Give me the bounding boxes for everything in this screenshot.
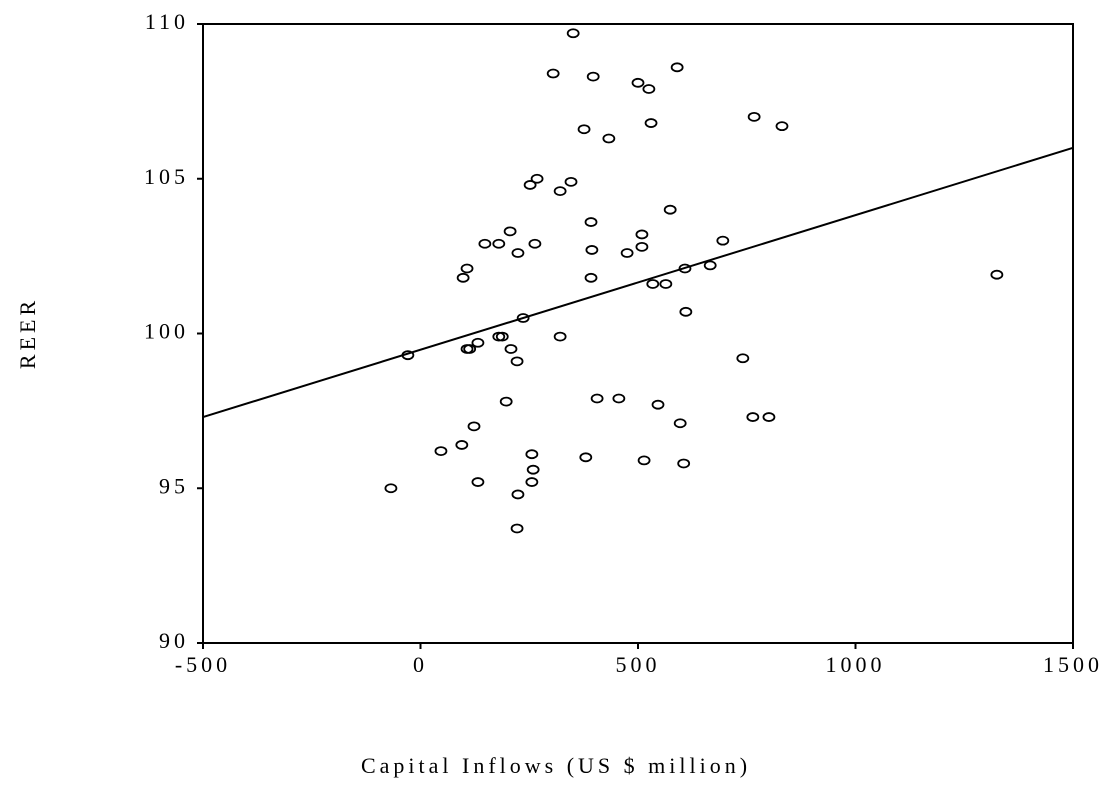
y-axis-title: REER [15,297,40,369]
point [526,464,540,475]
point [525,449,539,460]
point [528,238,542,249]
point [585,245,599,255]
point [577,124,591,135]
point [523,180,537,190]
point [612,393,626,404]
y-tick-label: 90 [159,628,189,653]
x-tick-label: -500 [175,652,231,677]
point [478,238,492,249]
point [456,272,470,283]
point [635,229,649,240]
point [703,260,717,271]
point [564,176,578,187]
point [579,452,593,463]
point [525,477,539,487]
point [463,344,477,354]
point [584,272,598,283]
point [495,331,509,342]
point [553,186,567,197]
point [566,28,580,39]
point [659,279,673,289]
x-axis-title: Capital Inflows (US $ million) [361,753,751,778]
point [401,350,415,361]
point [635,241,649,252]
point [670,62,684,73]
point [510,356,524,367]
point [620,248,634,258]
point [677,458,691,469]
point [990,269,1004,280]
point [586,71,600,82]
plot-frame [202,23,1074,644]
point [467,421,481,432]
point [637,455,651,466]
point [673,418,687,429]
point [775,121,789,132]
point [663,204,677,215]
point [584,217,598,227]
point [644,118,658,128]
point [746,412,760,422]
point [762,412,776,422]
point [631,77,645,88]
point [642,84,656,94]
point [546,68,560,79]
fit-line [202,146,1074,419]
point [553,331,567,342]
point [434,446,448,457]
point [651,399,665,410]
point [455,440,469,450]
point [471,477,485,487]
point [511,248,525,258]
y-tick-label: 110 [145,9,189,34]
x-tick-label: 1000 [826,652,886,677]
point [384,483,398,494]
point [499,396,513,407]
point [504,344,518,354]
point [530,173,544,184]
point [716,235,730,246]
y-tick-label: 105 [144,164,189,189]
x-tick-label: 0 [413,652,428,677]
point [492,238,506,249]
y-tick-label: 95 [159,473,189,498]
point [511,489,525,500]
y-tick-label: 100 [144,319,189,344]
point [510,523,524,534]
point [736,353,750,364]
x-tick-label: 1500 [1043,652,1103,677]
point [602,133,616,144]
point [679,306,693,317]
point [503,226,517,237]
x-tick-label: 500 [616,652,661,677]
point [646,279,660,289]
point [516,313,530,323]
point [590,393,604,404]
point [471,337,485,348]
point [678,263,692,274]
point [747,111,761,122]
point [460,263,474,274]
